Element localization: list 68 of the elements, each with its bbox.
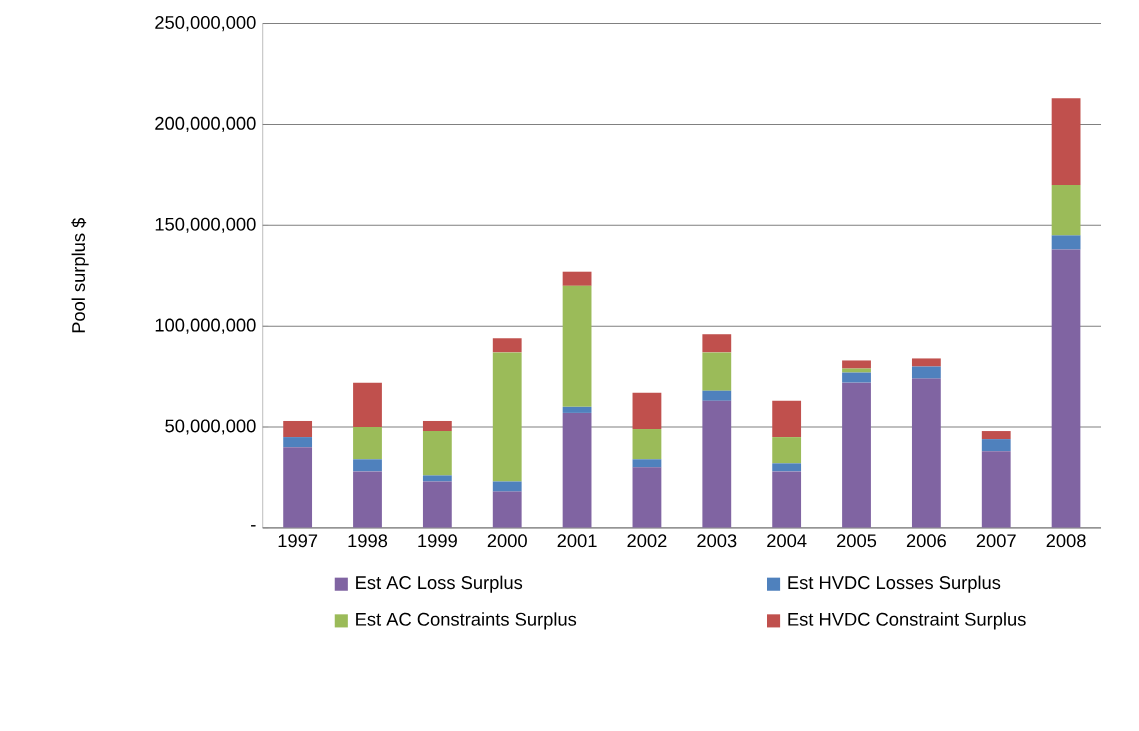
y-tick-label: 150,000,000 (155, 217, 256, 233)
bar (422, 431, 452, 476)
legend-label: Est AC Loss Surplus (356, 575, 523, 593)
bar (422, 475, 452, 482)
bar (1051, 185, 1081, 236)
bar (632, 392, 662, 430)
bar (632, 459, 662, 468)
bar (492, 481, 522, 492)
bar (772, 471, 802, 528)
bar (981, 431, 1011, 440)
bar (562, 412, 592, 528)
bar (702, 334, 732, 353)
bar (283, 437, 313, 448)
x-tick-label: 2004 (767, 534, 807, 548)
x-tick-label: 2007 (976, 534, 1016, 548)
bar (702, 352, 732, 391)
bar (353, 471, 382, 528)
bar (492, 338, 522, 353)
x-tick-label: 1999 (418, 534, 457, 548)
bar (981, 451, 1011, 528)
y-tick-label: 250,000,000 (155, 16, 256, 32)
bar (562, 271, 592, 286)
bar (772, 400, 802, 438)
bar (562, 285, 592, 407)
bar (981, 439, 1011, 452)
bar (772, 463, 802, 472)
bar (911, 378, 941, 528)
x-tick-label: 2000 (487, 534, 527, 548)
x-tick-label: 2001 (557, 534, 597, 548)
bar (422, 421, 452, 432)
bar (283, 421, 313, 438)
y-tick-label: 100,000,000 (155, 318, 256, 334)
bar (702, 390, 732, 401)
bar (353, 459, 382, 472)
bar (492, 352, 522, 482)
legend-label: Est HVDC Losses Surplus (788, 575, 1001, 593)
legend-label: Est AC Constraints Surplus (356, 612, 577, 630)
x-tick-label: 2002 (627, 534, 667, 548)
bar (842, 368, 871, 373)
y-axis-title: Pool surplus $ (71, 218, 89, 333)
x-tick-label: 2003 (697, 534, 737, 548)
y-tick-label: - (251, 525, 256, 527)
bar (353, 427, 382, 460)
bar (492, 491, 522, 528)
y-tick-label: 50,000,000 (165, 419, 256, 435)
x-tick-label: 2006 (906, 534, 946, 548)
bar (911, 366, 941, 379)
legend-label: Est HVDC Constraint Surplus (788, 612, 1026, 630)
bar (1051, 98, 1081, 185)
x-tick-label: 1997 (278, 534, 318, 548)
y-tick-label: 200,000,000 (155, 116, 256, 133)
bar (842, 360, 871, 369)
bar (911, 358, 941, 367)
bar (632, 429, 662, 460)
bar (1051, 249, 1081, 528)
bar (702, 400, 732, 528)
bar (353, 382, 382, 428)
bar (842, 372, 871, 383)
bar (772, 437, 802, 464)
x-tick-label: 2005 (837, 534, 877, 548)
bar (562, 406, 592, 413)
bar (842, 382, 871, 528)
x-tick-label: 1998 (348, 534, 388, 548)
bar (422, 481, 452, 528)
bar (283, 447, 313, 528)
x-tick-label: 2008 (1046, 534, 1086, 548)
bar (632, 467, 662, 528)
bar (1051, 235, 1081, 250)
